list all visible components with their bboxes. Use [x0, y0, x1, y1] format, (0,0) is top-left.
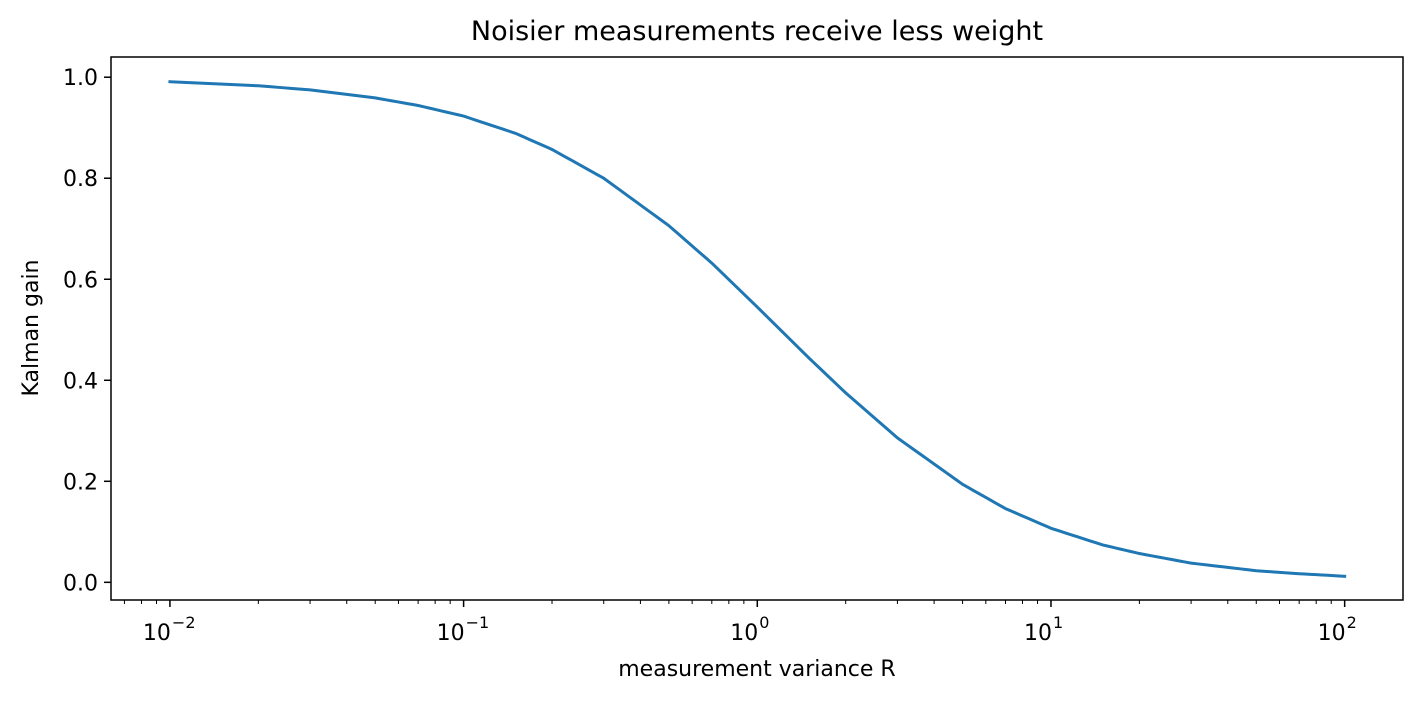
x-tick-base: 10	[143, 621, 171, 646]
axis-ticks: 0.00.20.40.60.81.010 −2 10 −1 10 0 10 1 10 2	[63, 66, 1357, 646]
y-axis-title: Kalman gain	[19, 260, 44, 397]
y-tick-label: 0.4	[63, 369, 98, 394]
plot-data	[168, 80, 1347, 578]
chart-title: Noisier measurements receive less weight	[471, 16, 1043, 47]
x-tick-label: 10 1	[1024, 613, 1063, 646]
x-tick-base: 10	[730, 621, 758, 646]
plot-frame	[110, 56, 1404, 601]
series-line	[168, 80, 1347, 578]
y-tick-label: 0.6	[63, 268, 98, 293]
x-tick-exponent: 0	[759, 613, 769, 632]
x-tick-label: 10 0	[730, 613, 769, 646]
x-tick-exponent: −1	[466, 613, 490, 632]
y-tick-label: 0.2	[63, 470, 98, 495]
x-tick-base: 10	[1024, 621, 1052, 646]
x-tick-exponent: 1	[1053, 613, 1063, 632]
x-axis-title: measurement variance R	[618, 657, 895, 682]
y-tick-label: 0.0	[63, 571, 98, 596]
x-tick-base: 10	[1318, 621, 1346, 646]
x-tick-label: 10 −1	[437, 613, 490, 646]
x-tick-label: 10 −2	[143, 613, 196, 646]
x-tick-base: 10	[437, 621, 465, 646]
y-tick-label: 0.8	[63, 167, 98, 192]
x-tick-label: 10 2	[1318, 613, 1357, 646]
x-tick-exponent: 2	[1347, 613, 1357, 632]
x-tick-exponent: −2	[172, 613, 196, 632]
y-tick-label: 1.0	[63, 66, 98, 91]
